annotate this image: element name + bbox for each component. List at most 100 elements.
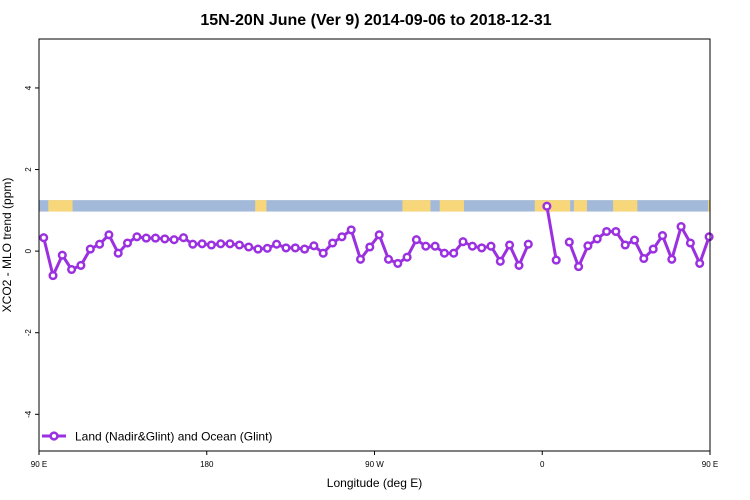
y-tick-label: 4 — [24, 85, 33, 90]
data-point — [374, 230, 384, 240]
data-point — [542, 201, 552, 211]
data-point — [206, 240, 216, 250]
data-point — [667, 254, 677, 264]
map-band — [39, 200, 710, 212]
legend: Land (Nadir&Glint) and Ocean (Glint) — [42, 430, 272, 444]
x-tick-label: 90 W — [365, 460, 384, 469]
data-point — [57, 250, 67, 260]
y-axis: -4 -2 0 2 4 — [24, 85, 39, 418]
data-point — [602, 226, 612, 237]
x-tick-label: 180 — [200, 460, 214, 469]
data-point — [328, 238, 338, 248]
data-point — [620, 240, 630, 250]
data-point — [695, 258, 705, 268]
data-point — [300, 244, 310, 254]
data-point — [48, 271, 58, 281]
data-point — [393, 258, 403, 268]
land-patch — [48, 200, 73, 212]
data-point — [141, 233, 151, 243]
data-point — [467, 241, 477, 251]
data-point — [150, 233, 161, 243]
x-tick-label: 90 E — [702, 460, 718, 469]
data-point — [383, 254, 394, 264]
data-point — [85, 244, 95, 254]
data-point — [309, 241, 319, 251]
ocean-band — [39, 200, 710, 212]
data-point — [290, 243, 300, 253]
data-point — [122, 238, 133, 248]
data-point — [551, 255, 561, 265]
land-patch — [439, 200, 464, 212]
data-point — [355, 254, 366, 264]
data-point — [197, 239, 207, 249]
y-tick-label: 0 — [24, 248, 33, 253]
data-point — [178, 233, 189, 243]
data-point — [95, 239, 105, 249]
data-point — [477, 243, 487, 253]
series-line — [567, 225, 711, 269]
data-point — [272, 239, 282, 249]
data-point — [611, 226, 621, 237]
data-point — [514, 260, 524, 270]
land-patch — [573, 200, 587, 212]
data-point — [685, 238, 695, 248]
land-patch — [708, 200, 710, 212]
data-point — [657, 231, 668, 241]
data-point — [104, 230, 114, 240]
data-point — [132, 232, 142, 242]
land-patch — [534, 200, 571, 212]
data-point — [346, 225, 356, 235]
data-point — [629, 235, 640, 245]
y-axis-label: XCO2 - MLO trend (ppm) — [0, 178, 14, 313]
data-point — [253, 244, 263, 254]
x-tick-label: 0 — [540, 460, 545, 469]
data-point — [402, 252, 412, 262]
data-point — [411, 235, 421, 245]
data-point — [523, 239, 533, 249]
data-point — [495, 256, 505, 266]
series-line — [545, 205, 558, 261]
data-point — [676, 222, 686, 232]
data-point — [160, 234, 170, 244]
data-point — [169, 235, 179, 245]
data-point — [234, 240, 244, 250]
data-point — [39, 233, 49, 243]
data-point — [639, 253, 649, 264]
y-tick-label: -2 — [24, 329, 33, 337]
y-tick-label: 2 — [24, 167, 33, 172]
data-point — [592, 234, 602, 244]
data-point — [574, 262, 584, 272]
data-point — [505, 240, 515, 250]
data-point — [188, 239, 198, 249]
data-point — [244, 242, 254, 252]
chart-title: 15N-20N June (Ver 9) 2014-09-06 to 2018-… — [200, 12, 551, 29]
data-point — [365, 242, 375, 252]
data-point — [262, 243, 272, 253]
plot-frame — [38, 38, 711, 452]
legend-marker-swatch — [49, 431, 59, 441]
x-tick-label: 90 E — [31, 460, 47, 469]
data-point — [583, 241, 593, 251]
data-point — [225, 239, 235, 249]
data-point — [564, 237, 574, 247]
land-patch — [255, 200, 267, 212]
data-point — [458, 237, 468, 247]
data-point — [648, 244, 658, 254]
data-point — [439, 248, 449, 258]
land-patch — [613, 200, 638, 212]
data-point — [113, 248, 123, 258]
data-point — [76, 260, 86, 270]
series-layer — [39, 201, 714, 281]
data-point — [449, 248, 459, 258]
data-point — [281, 243, 291, 253]
data-point — [486, 241, 496, 251]
data-point — [704, 232, 714, 242]
legend-entry-label: Land (Nadir&Glint) and Ocean (Glint) — [75, 430, 272, 444]
data-point — [430, 241, 440, 251]
x-axis-label: Longitude (deg E) — [327, 476, 422, 490]
y-tick-label: -4 — [24, 410, 33, 418]
land-patch — [402, 200, 431, 212]
data-point — [67, 264, 77, 275]
data-point — [337, 232, 347, 242]
